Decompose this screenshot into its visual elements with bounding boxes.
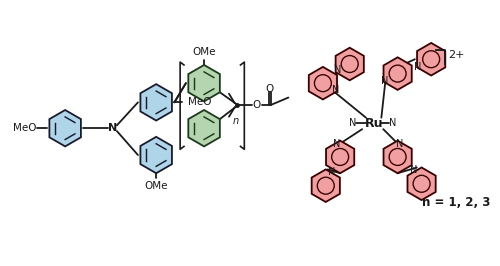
- Text: N: N: [108, 123, 118, 133]
- Polygon shape: [417, 43, 446, 76]
- Polygon shape: [384, 141, 411, 173]
- Text: N: N: [414, 62, 422, 72]
- Text: MeO: MeO: [13, 123, 36, 133]
- Text: N: N: [396, 139, 403, 148]
- Text: N: N: [380, 76, 388, 86]
- Text: Ru: Ru: [364, 117, 383, 130]
- Text: N: N: [410, 165, 418, 175]
- Text: O: O: [265, 84, 274, 94]
- Polygon shape: [312, 169, 340, 202]
- Text: N: N: [389, 118, 396, 128]
- Text: n = 1, 2, 3: n = 1, 2, 3: [422, 197, 490, 209]
- Text: N: N: [332, 85, 339, 95]
- Text: OMe: OMe: [144, 181, 168, 191]
- Text: N: N: [332, 139, 340, 148]
- Polygon shape: [50, 110, 81, 146]
- Polygon shape: [188, 65, 220, 101]
- Polygon shape: [336, 48, 364, 80]
- Polygon shape: [140, 84, 172, 120]
- Polygon shape: [408, 168, 436, 200]
- Polygon shape: [140, 137, 172, 173]
- Text: N: N: [328, 167, 335, 177]
- Text: N: N: [349, 118, 356, 128]
- Text: N: N: [334, 65, 341, 75]
- Text: OMe: OMe: [192, 47, 216, 57]
- Polygon shape: [326, 141, 354, 173]
- Polygon shape: [188, 110, 220, 146]
- Text: O: O: [252, 100, 261, 110]
- Text: MeO: MeO: [188, 97, 212, 107]
- Polygon shape: [384, 57, 411, 90]
- Text: 2+: 2+: [448, 50, 465, 60]
- Polygon shape: [309, 67, 337, 99]
- Text: n: n: [232, 115, 239, 126]
